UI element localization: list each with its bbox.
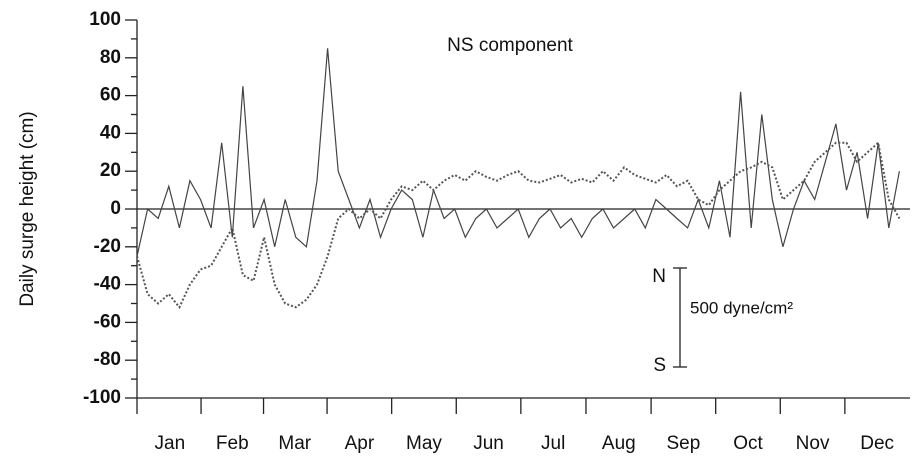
y-tick-label: 40 xyxy=(100,122,121,143)
x-tick-label: May xyxy=(406,433,442,454)
y-tick-label: -60 xyxy=(94,311,121,332)
x-tick-label: Jan xyxy=(155,433,186,454)
x-tick-label: Mar xyxy=(278,433,311,454)
x-tick-label: Sep xyxy=(666,433,700,454)
y-axis-label: Daily surge height (cm) xyxy=(17,111,38,306)
x-tick-label: Nov xyxy=(796,433,830,454)
scale-bar xyxy=(673,267,687,368)
chart-title: NS component xyxy=(447,35,573,56)
north-label: N xyxy=(652,266,666,287)
x-tick-label: Aug xyxy=(602,433,636,454)
y-tick-label: 0 xyxy=(110,198,121,219)
x-tick-label: Feb xyxy=(216,433,249,454)
series-line xyxy=(136,140,901,310)
scale-label: 500 dyne/cm² xyxy=(690,298,793,317)
y-tick-label: 80 xyxy=(100,47,121,68)
y-tick-label: -20 xyxy=(94,236,121,257)
y-tick-label: -40 xyxy=(94,274,121,295)
x-tick-label: Dec xyxy=(860,433,894,454)
y-tick-label: 20 xyxy=(100,160,121,181)
x-tick-label: Apr xyxy=(345,433,375,454)
x-tick-label: Jul xyxy=(541,433,565,454)
y-tick-label: 60 xyxy=(100,85,121,106)
x-tick-label: Jun xyxy=(473,433,504,454)
series-line xyxy=(136,48,900,257)
y-tick-label: -100 xyxy=(83,387,121,408)
y-tick-label: -80 xyxy=(94,349,121,370)
y-tick-label: 100 xyxy=(89,9,121,30)
x-tick-label: Oct xyxy=(733,433,763,454)
south-label: S xyxy=(653,355,666,376)
